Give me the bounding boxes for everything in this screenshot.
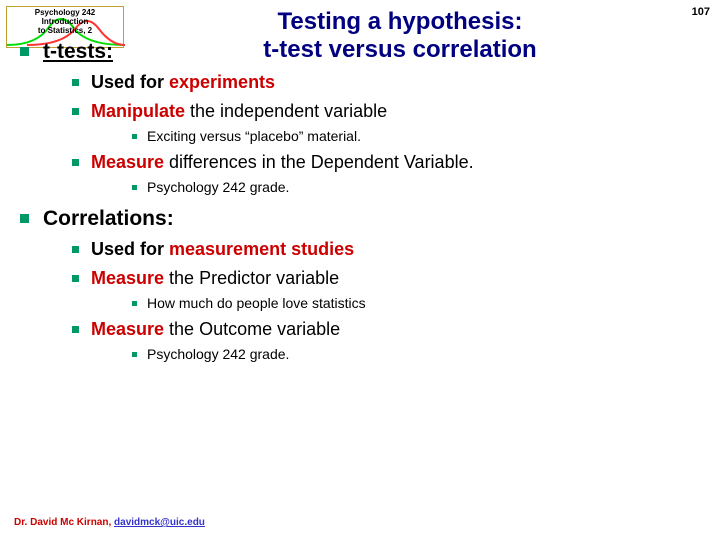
bullet-icon [72, 246, 79, 253]
footer-email-link[interactable]: davidmck@uic.edu [114, 517, 205, 528]
logo-line1: Psychology 242 [35, 8, 95, 17]
sub-text: Exciting versus “placebo” material. [147, 128, 361, 144]
list-item: Measure the Predictor variable [72, 268, 700, 289]
list-text: Measure differences in the Dependent Var… [91, 152, 474, 173]
bullet-icon [132, 301, 137, 306]
list-text: Measure the Predictor variable [91, 268, 339, 289]
list-text: Manipulate the independent variable [91, 101, 387, 122]
sub-item: How much do people love statistics [132, 295, 700, 311]
list-item: Used for experiments [72, 72, 700, 93]
logo-text: Psychology 242 Introduction to Statistic… [7, 9, 123, 35]
logo-line2: Introduction [42, 17, 89, 26]
list-item: Used for measurement studies [72, 239, 700, 260]
list-text: Used for measurement studies [91, 239, 354, 260]
list-item: Measure the Outcome variable [72, 319, 700, 340]
bullet-icon [72, 326, 79, 333]
bullet-icon [132, 134, 137, 139]
sub-text: Psychology 242 grade. [147, 346, 289, 362]
sub-item: Exciting versus “placebo” material. [132, 128, 700, 144]
list-text: Measure the Outcome variable [91, 319, 340, 340]
sub-text: Psychology 242 grade. [147, 179, 289, 195]
title-line1: Testing a hypothesis: [278, 8, 523, 35]
page-number: 107 [692, 6, 710, 18]
logo-line3: to Statistics, 2 [38, 26, 92, 35]
bullet-icon [132, 185, 137, 190]
bullet-icon [72, 275, 79, 282]
sub-item: Psychology 242 grade. [132, 179, 700, 195]
bullet-icon [20, 47, 29, 56]
slide-footer: Dr. David Mc Kirnan, davidmck@uic.edu [14, 517, 205, 528]
section-correlations: Correlations: [20, 207, 700, 231]
list-item: Manipulate the independent variable [72, 101, 700, 122]
slide-content: t-tests: Used for experiments Manipulate… [20, 38, 700, 366]
bullet-icon [72, 79, 79, 86]
sub-text: How much do people love statistics [147, 295, 366, 311]
bullet-icon [20, 214, 29, 223]
bullet-icon [132, 352, 137, 357]
bullet-icon [72, 108, 79, 115]
section-heading: Correlations: [43, 207, 174, 231]
section-ttests: t-tests: [20, 40, 700, 64]
list-item: Measure differences in the Dependent Var… [72, 152, 700, 173]
sub-item: Psychology 242 grade. [132, 346, 700, 362]
section-heading: t-tests: [43, 40, 113, 64]
list-text: Used for experiments [91, 72, 275, 93]
bullet-icon [72, 159, 79, 166]
footer-author: Dr. David Mc Kirnan, [14, 517, 114, 528]
